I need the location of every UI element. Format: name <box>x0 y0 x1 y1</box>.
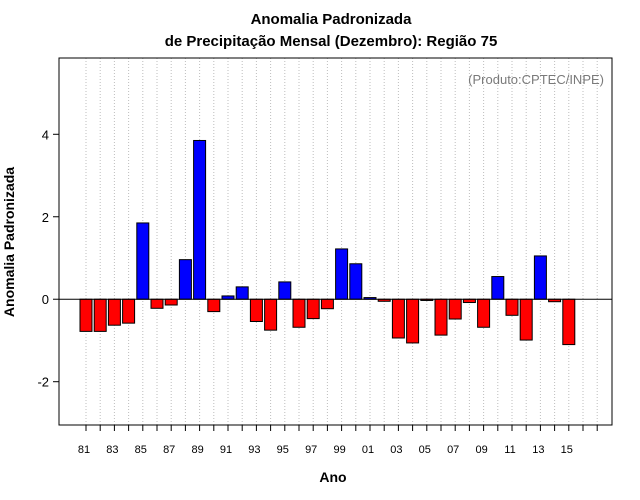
bar-85 <box>136 222 150 300</box>
bar-04 <box>406 298 420 344</box>
bar-89 <box>193 139 207 300</box>
bar-00 <box>349 263 363 300</box>
x-axis: 81 83 85 87 89 91 93 95 97 99 01 03 05 07 09 11 13 15 <box>78 425 598 456</box>
x-tick-label: 13 <box>532 444 544 456</box>
x-tick-label: 09 <box>475 444 487 456</box>
x-axis-label: Ano <box>319 469 346 485</box>
x-tick-label: 87 <box>163 444 175 456</box>
bar-95 <box>278 281 292 300</box>
bar-84 <box>122 298 136 324</box>
bar-88 <box>178 259 192 300</box>
y-tick-label: 4 <box>42 127 49 142</box>
bar-06 <box>434 298 448 336</box>
y-tick-label: 2 <box>42 210 49 225</box>
y-tick-label: 0 <box>42 292 49 307</box>
x-tick-label: 03 <box>390 444 402 456</box>
bar-94 <box>264 298 278 331</box>
bar-03 <box>391 298 405 339</box>
x-tick-label: 07 <box>447 444 459 456</box>
x-tick-label: 05 <box>419 444 431 456</box>
bar-98 <box>320 298 334 310</box>
product-credit: (Produto:CPTEC/INPE) <box>468 72 604 87</box>
x-tick-label: 97 <box>305 444 317 456</box>
bar-12 <box>519 298 533 341</box>
bar-96 <box>292 298 306 328</box>
x-tick-label: 99 <box>333 444 345 456</box>
bar-99 <box>335 248 349 300</box>
bar-15 <box>562 298 576 346</box>
x-tick-label: 01 <box>362 444 374 456</box>
x-tick-label: 91 <box>220 444 232 456</box>
y-axis: -2 0 2 4 <box>37 127 59 390</box>
x-tick-label: 85 <box>135 444 147 456</box>
x-tick-label: 93 <box>248 444 260 456</box>
bar-83 <box>107 298 121 326</box>
x-tick-label: 89 <box>191 444 203 456</box>
bar-81 <box>79 298 93 332</box>
x-tick-label: 11 <box>504 444 515 456</box>
bar-97 <box>306 298 320 320</box>
grid-lines <box>85 58 598 425</box>
bar-90 <box>207 298 221 313</box>
bars <box>79 139 576 346</box>
x-tick-label: 83 <box>106 444 118 456</box>
bar-11 <box>505 298 519 316</box>
x-tick-label: 81 <box>78 444 90 456</box>
bar-13 <box>533 255 547 300</box>
bar-09 <box>477 298 491 328</box>
x-tick-label: 15 <box>561 444 573 456</box>
y-tick-label: -2 <box>37 375 49 390</box>
bar-10 <box>491 276 505 300</box>
bar-92 <box>235 286 249 300</box>
bar-86 <box>150 298 164 309</box>
bar-07 <box>448 298 462 320</box>
y-axis-label: Anomalia Padronizada <box>1 167 17 317</box>
chart-title: Anomalia Padronizada <box>251 11 413 28</box>
x-tick-label: 95 <box>277 444 289 456</box>
bar-87 <box>164 298 178 306</box>
bar-93 <box>249 298 263 322</box>
chart-subtitle: de Precipitação Mensal (Dezembro): Regiã… <box>165 33 498 50</box>
bar-82 <box>93 298 107 332</box>
plot-frame <box>58 57 613 426</box>
